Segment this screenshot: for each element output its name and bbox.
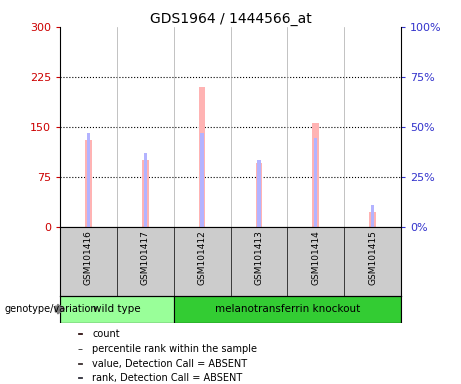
Bar [142,160,148,227]
Bar [78,333,82,334]
Text: GSM101416: GSM101416 [84,230,93,285]
Bar [143,153,147,227]
Bar [201,133,204,227]
Bar [87,133,90,227]
Text: GSM101413: GSM101413 [254,230,263,285]
Bar [257,160,260,227]
Text: count: count [92,329,120,339]
Bar [313,123,319,227]
Text: GSM101412: GSM101412 [198,230,207,285]
Bar [199,87,206,227]
Text: GSM101415: GSM101415 [368,230,377,285]
Text: percentile rank within the sample: percentile rank within the sample [92,344,257,354]
Text: rank, Detection Call = ABSENT: rank, Detection Call = ABSENT [92,373,242,383]
Text: value, Detection Call = ABSENT: value, Detection Call = ABSENT [92,359,247,369]
Bar [255,163,262,227]
Text: wild type: wild type [93,304,141,314]
Bar [78,363,82,364]
Text: melanotransferrin knockout: melanotransferrin knockout [215,304,360,314]
Bar [60,296,174,323]
Bar [314,138,318,227]
Bar [174,296,401,323]
Text: genotype/variation: genotype/variation [5,304,97,314]
Bar [78,377,82,378]
Title: GDS1964 / 1444566_at: GDS1964 / 1444566_at [150,12,311,26]
Bar [85,140,92,227]
Bar [369,212,376,227]
Text: GSM101414: GSM101414 [311,230,320,285]
Text: GSM101417: GSM101417 [141,230,150,285]
Bar [371,205,374,227]
